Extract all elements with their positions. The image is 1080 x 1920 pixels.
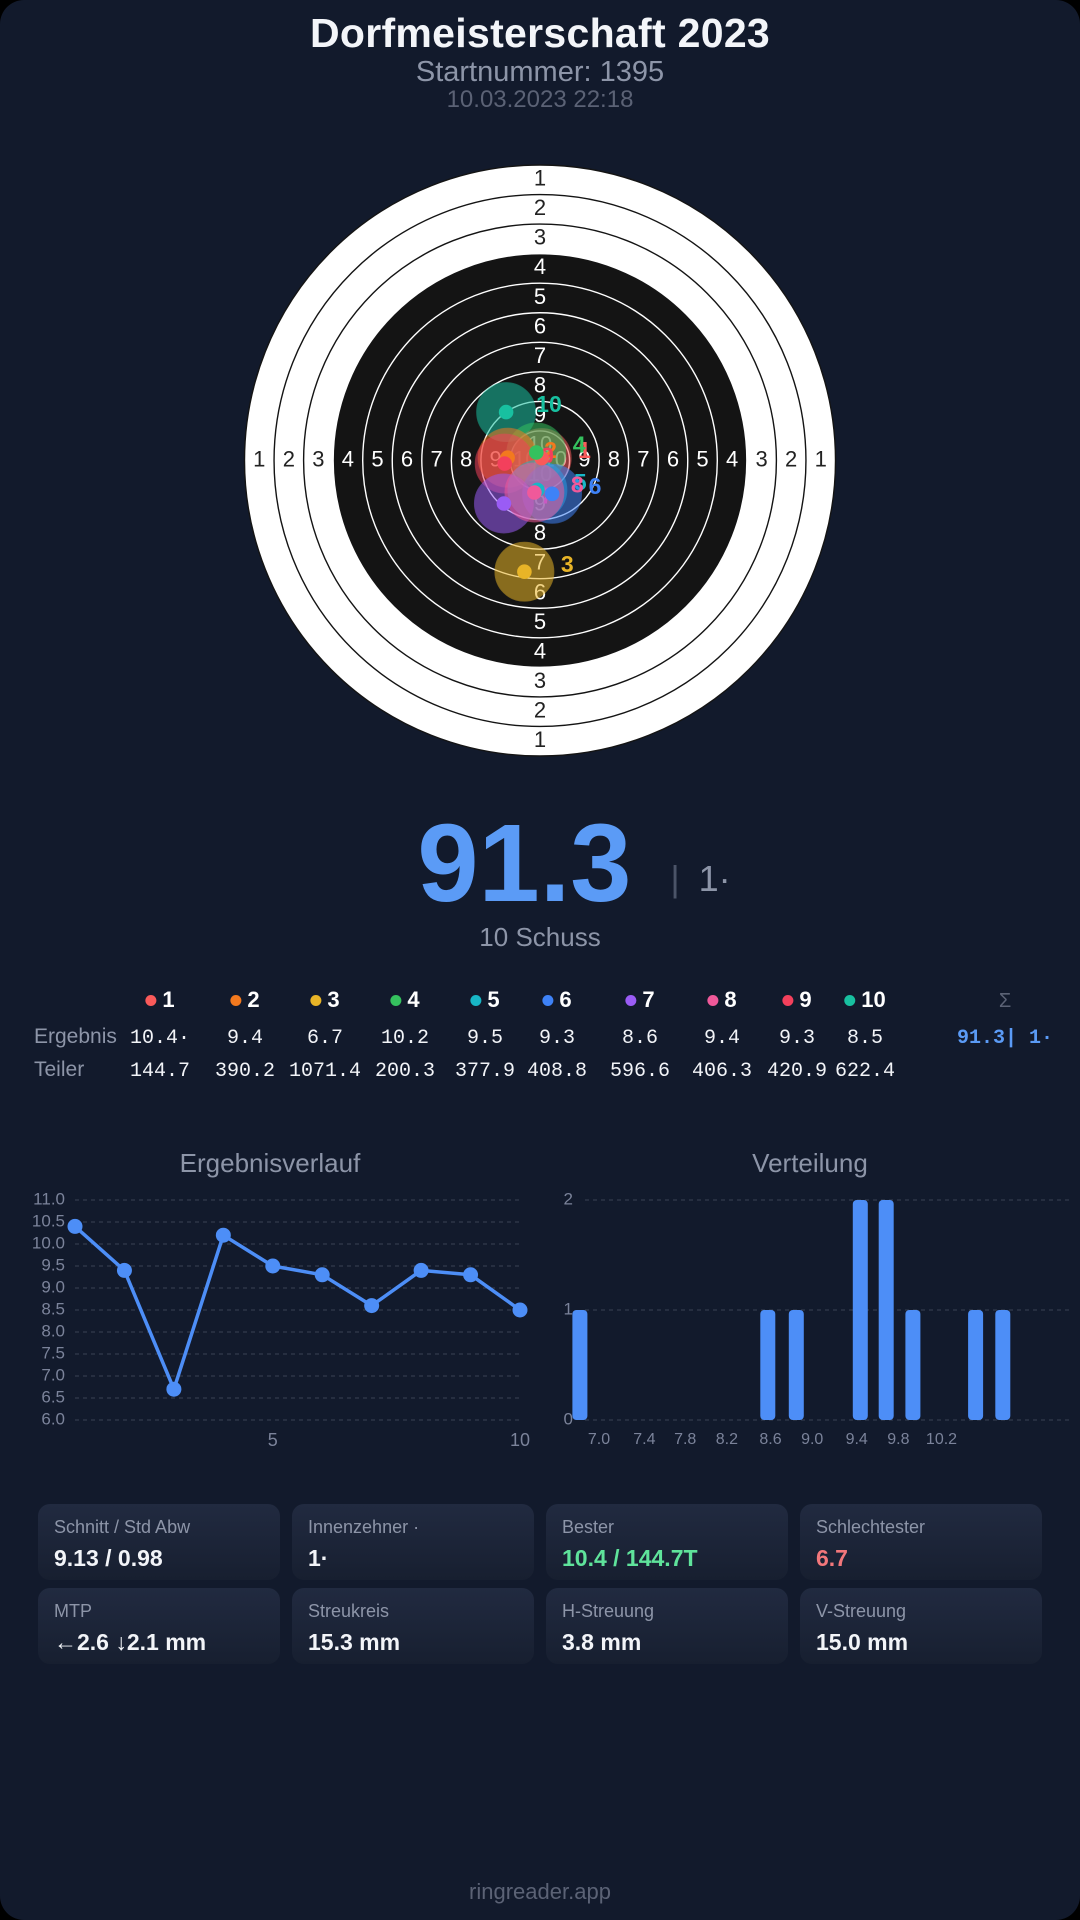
svg-text:7: 7: [637, 446, 649, 471]
svg-text:10: 10: [510, 1430, 530, 1450]
svg-text:10.0: 10.0: [32, 1233, 65, 1252]
svg-text:6: 6: [534, 313, 546, 338]
svg-text:7.0: 7.0: [41, 1365, 65, 1384]
svg-text:3: 3: [534, 225, 546, 250]
svg-text:8.6: 8.6: [759, 1431, 781, 1448]
svg-text:7.4: 7.4: [633, 1431, 655, 1448]
svg-text:4: 4: [342, 446, 354, 471]
svg-text:6: 6: [589, 473, 602, 499]
svg-text:2: 2: [534, 195, 546, 220]
svg-text:3: 3: [756, 446, 768, 471]
svg-text:4: 4: [726, 446, 738, 471]
svg-text:6: 6: [401, 446, 413, 471]
svg-text:6: 6: [667, 446, 679, 471]
svg-text:2: 2: [283, 446, 295, 471]
svg-text:1: 1: [534, 727, 546, 752]
svg-text:6.5: 6.5: [41, 1387, 65, 1406]
svg-text:10.2: 10.2: [926, 1431, 957, 1448]
svg-text:10: 10: [536, 391, 562, 417]
svg-text:9.0: 9.0: [801, 1431, 823, 1448]
svg-text:2: 2: [564, 1190, 573, 1208]
svg-text:3: 3: [534, 668, 546, 693]
svg-text:8: 8: [571, 472, 584, 498]
svg-text:7: 7: [534, 343, 546, 368]
svg-text:7.0: 7.0: [588, 1431, 610, 1448]
svg-text:10.5: 10.5: [32, 1211, 65, 1230]
svg-text:1: 1: [534, 166, 546, 191]
svg-text:4: 4: [534, 254, 546, 279]
svg-text:8: 8: [534, 520, 546, 545]
svg-text:8.5: 8.5: [41, 1299, 65, 1318]
svg-text:5: 5: [371, 446, 383, 471]
svg-text:5: 5: [696, 446, 708, 471]
svg-text:9.8: 9.8: [887, 1431, 909, 1448]
svg-text:4: 4: [534, 638, 546, 663]
svg-text:9.4: 9.4: [846, 1431, 868, 1448]
svg-text:1: 1: [253, 446, 265, 471]
svg-text:8.0: 8.0: [41, 1321, 65, 1340]
svg-text:11.0: 11.0: [33, 1190, 65, 1208]
svg-text:7: 7: [430, 446, 442, 471]
svg-text:8.2: 8.2: [716, 1431, 738, 1448]
svg-text:4: 4: [573, 432, 586, 458]
svg-text:3: 3: [561, 551, 574, 577]
svg-text:5: 5: [534, 284, 546, 309]
svg-text:8: 8: [460, 446, 472, 471]
svg-text:0: 0: [564, 1409, 573, 1428]
svg-text:2: 2: [534, 697, 546, 722]
svg-text:3: 3: [312, 446, 324, 471]
svg-text:1: 1: [564, 1299, 573, 1318]
svg-text:5: 5: [534, 609, 546, 634]
svg-text:7.5: 7.5: [41, 1343, 65, 1362]
svg-text:5: 5: [268, 1430, 278, 1450]
svg-text:6.0: 6.0: [41, 1409, 65, 1428]
svg-text:8: 8: [608, 446, 620, 471]
svg-text:7.8: 7.8: [674, 1431, 696, 1448]
svg-text:1: 1: [815, 446, 827, 471]
svg-text:2: 2: [785, 446, 797, 471]
svg-text:9.5: 9.5: [41, 1255, 65, 1274]
svg-text:9.0: 9.0: [41, 1277, 65, 1296]
